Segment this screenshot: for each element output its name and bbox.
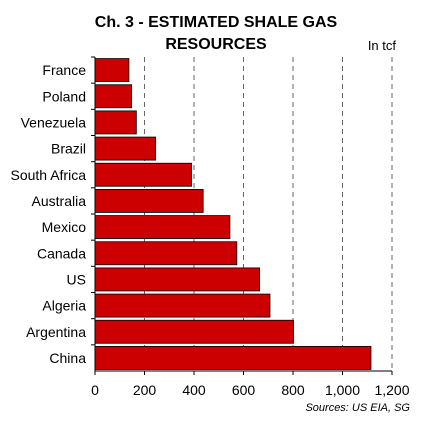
category-label: Argentina <box>26 324 86 340</box>
bar-venezuela <box>94 110 137 135</box>
category-label: Brazil <box>51 141 86 157</box>
source-note: Sources: US EIA, SG <box>305 402 410 414</box>
category-label: Poland <box>42 88 86 104</box>
category-label: Mexico <box>42 219 87 235</box>
category-label: Australia <box>32 193 87 209</box>
bar-algeria <box>94 293 271 318</box>
category-label: Canada <box>37 245 86 261</box>
bar-us <box>94 267 260 292</box>
bar-poland <box>94 84 133 109</box>
bar-france <box>94 58 130 82</box>
x-tick-label: 600 <box>232 382 256 398</box>
x-tick-label: 0 <box>91 382 99 398</box>
category-label: France <box>42 62 86 78</box>
x-tick-label: 800 <box>281 382 305 398</box>
x-tick-label: 1,200 <box>374 382 409 398</box>
bar-argentina <box>94 319 294 344</box>
units-label: In tcf <box>367 38 396 53</box>
x-tick-label: 200 <box>133 382 157 398</box>
category-label: China <box>49 350 86 366</box>
bar-south-africa <box>94 162 192 187</box>
bar-canada <box>94 241 238 266</box>
chart-title-line-2: RESOURCES <box>165 36 267 53</box>
chart-title-line-1: Ch. 3 - ESTIMATED SHALE GAS <box>94 14 338 31</box>
bar-australia <box>94 189 204 213</box>
x-tick-label: 1,000 <box>325 382 360 398</box>
category-label: US <box>67 271 86 287</box>
bar-china <box>94 346 372 370</box>
bar-brazil <box>94 136 157 161</box>
category-label: South Africa <box>11 167 87 183</box>
bar-mexico <box>94 215 231 239</box>
x-tick-label: 400 <box>182 382 206 398</box>
category-label: Venezuela <box>21 114 87 130</box>
category-label: Algeria <box>42 298 86 314</box>
